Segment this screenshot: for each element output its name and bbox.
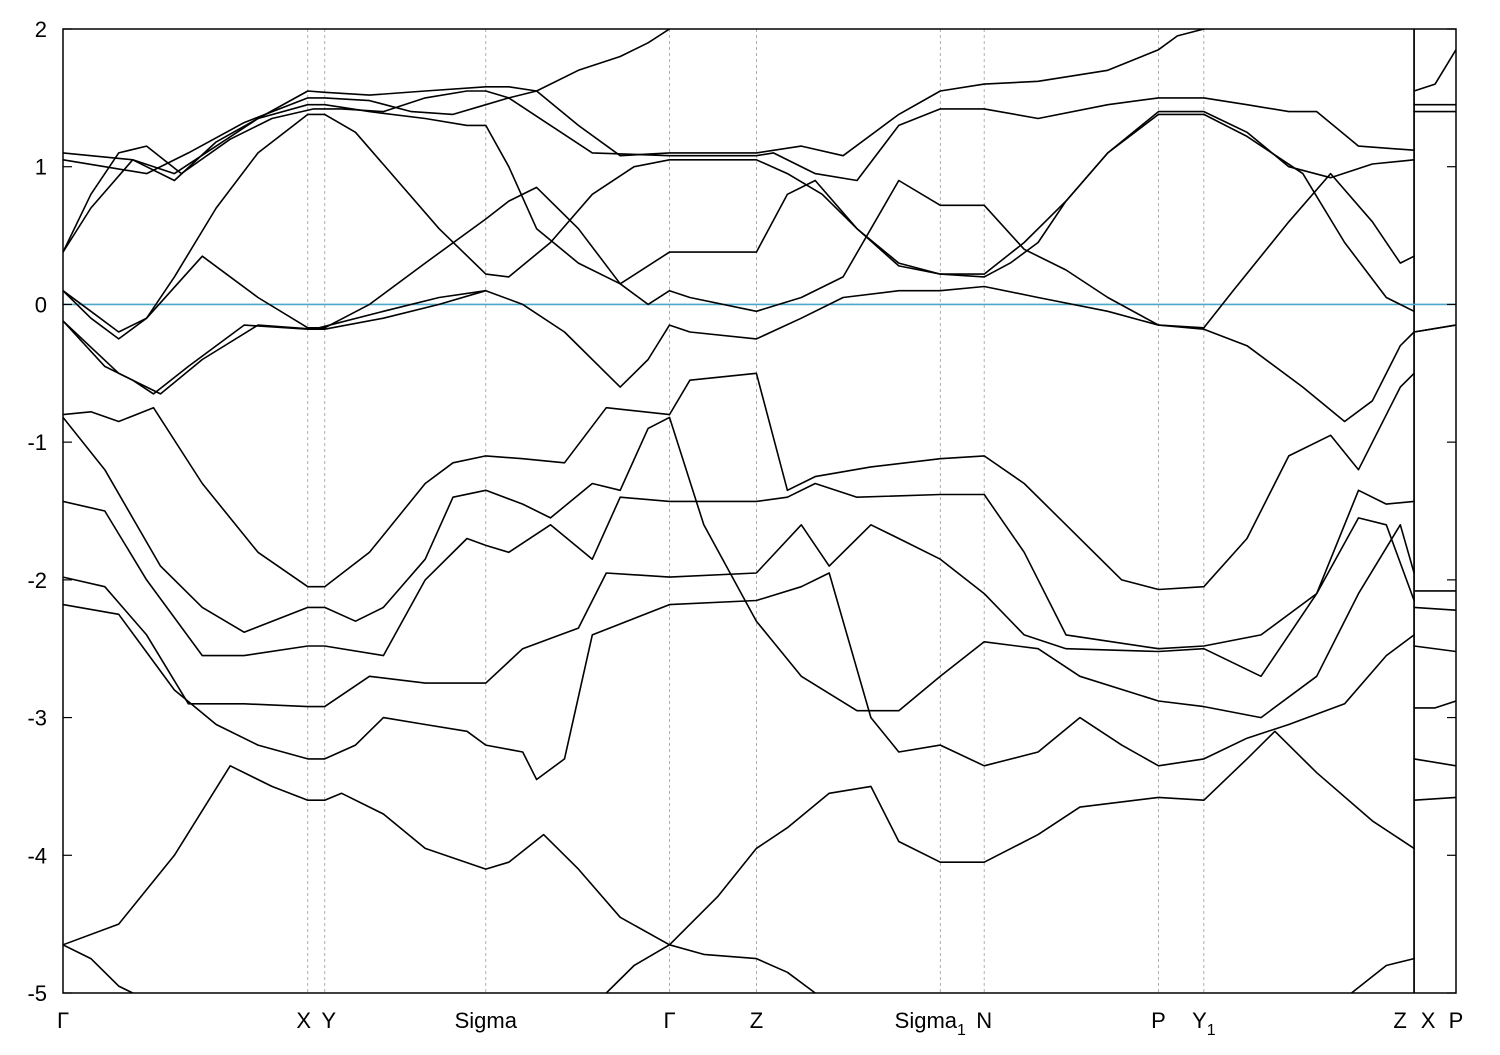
- x-label-7: N: [976, 1008, 992, 1033]
- x-label-10: Z: [1393, 1008, 1406, 1033]
- ytick-label-3: -2: [27, 568, 47, 593]
- band-17: [63, 289, 487, 395]
- x-label-sub-6: 1: [957, 1022, 966, 1039]
- band-9: [63, 416, 1415, 719]
- high-symmetry-lines: [307, 29, 1415, 993]
- ytick-label-7: 2: [35, 17, 47, 42]
- band-27: [1413, 796, 1456, 802]
- x-label-2: Y: [321, 1008, 336, 1033]
- band-25: [1413, 700, 1456, 709]
- x-label-8: P: [1151, 1008, 1166, 1033]
- x-label-3: Sigma: [455, 1008, 518, 1033]
- band-26: [1413, 758, 1456, 767]
- band-10: [63, 482, 1415, 657]
- band-13: [63, 730, 1415, 946]
- x-axis-labels: Γ X Y Sigma Γ Z Sigma1 N P Y1 Z X P: [57, 1008, 1463, 1039]
- x-label-9: Y1: [1192, 1008, 1216, 1039]
- x-label-11: X: [1421, 1008, 1436, 1033]
- band-24: [1413, 645, 1456, 653]
- ytick-label-0: -5: [27, 981, 47, 1006]
- band-15: [605, 943, 817, 993]
- band-lines: [63, 29, 1456, 993]
- x-label-12: P: [1449, 1008, 1464, 1033]
- x-label-0: Γ: [57, 1008, 69, 1033]
- band-23: [1413, 606, 1456, 612]
- band-1: [63, 29, 671, 253]
- band-2: [63, 29, 1205, 182]
- band-21: [1413, 324, 1456, 333]
- plot-border: [62, 28, 1457, 994]
- x-label-sub-9: 1: [1207, 1022, 1216, 1039]
- plot-frame: [62, 28, 1457, 994]
- ytick-label-2: -3: [27, 706, 47, 731]
- band-8: [63, 372, 1415, 591]
- x-label-1: X: [296, 1008, 311, 1033]
- y-axis-ticks: -5 -4 -3 -2 -1 0 1 2: [27, 17, 1456, 1006]
- band-5: [63, 113, 1415, 340]
- x-label-5: Z: [750, 1008, 763, 1033]
- band-6: [63, 172, 1415, 333]
- band-18: [1413, 48, 1456, 92]
- ytick-label-4: -1: [27, 430, 47, 455]
- band-11: [63, 517, 1415, 708]
- band-3: [63, 97, 1415, 182]
- x-label-4: Γ: [663, 1008, 675, 1033]
- band-4: [63, 103, 1415, 285]
- band-12: [63, 572, 1415, 781]
- ytick-label-6: 1: [35, 155, 47, 180]
- ytick-label-5: 0: [35, 292, 47, 317]
- x-label-6: Sigma1: [895, 1008, 966, 1039]
- band-14: [63, 943, 134, 993]
- ytick-label-1: -4: [27, 843, 47, 868]
- band-16: [1350, 957, 1415, 993]
